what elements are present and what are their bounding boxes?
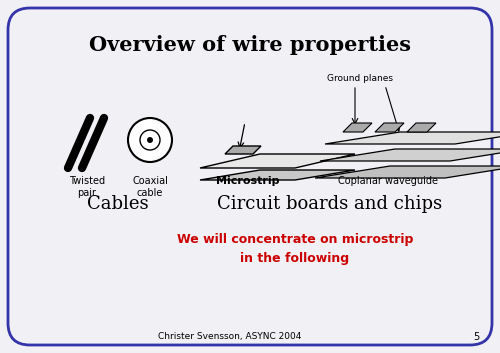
Polygon shape xyxy=(375,123,404,132)
Circle shape xyxy=(147,137,153,143)
Text: Cables: Cables xyxy=(87,195,149,213)
Text: We will concentrate on microstrip
in the following: We will concentrate on microstrip in the… xyxy=(177,233,413,265)
Polygon shape xyxy=(225,146,261,154)
Polygon shape xyxy=(325,132,500,144)
Text: Twisted
pair: Twisted pair xyxy=(69,176,105,198)
Text: Ground planes: Ground planes xyxy=(327,74,393,83)
Polygon shape xyxy=(200,170,355,180)
Text: Circuit boards and chips: Circuit boards and chips xyxy=(218,195,442,213)
Polygon shape xyxy=(315,166,500,178)
Text: Overview of wire properties: Overview of wire properties xyxy=(89,35,411,55)
Text: Microstrip: Microstrip xyxy=(216,176,280,186)
FancyBboxPatch shape xyxy=(8,8,492,345)
Text: 5: 5 xyxy=(473,332,479,342)
Polygon shape xyxy=(320,149,500,161)
Polygon shape xyxy=(200,154,355,168)
Circle shape xyxy=(128,118,172,162)
Text: Coaxial
cable: Coaxial cable xyxy=(132,176,168,198)
Polygon shape xyxy=(407,123,436,132)
Text: Coplanar waveguide: Coplanar waveguide xyxy=(338,176,438,186)
Text: Christer Svensson, ASYNC 2004: Christer Svensson, ASYNC 2004 xyxy=(158,333,302,341)
Polygon shape xyxy=(343,123,372,132)
